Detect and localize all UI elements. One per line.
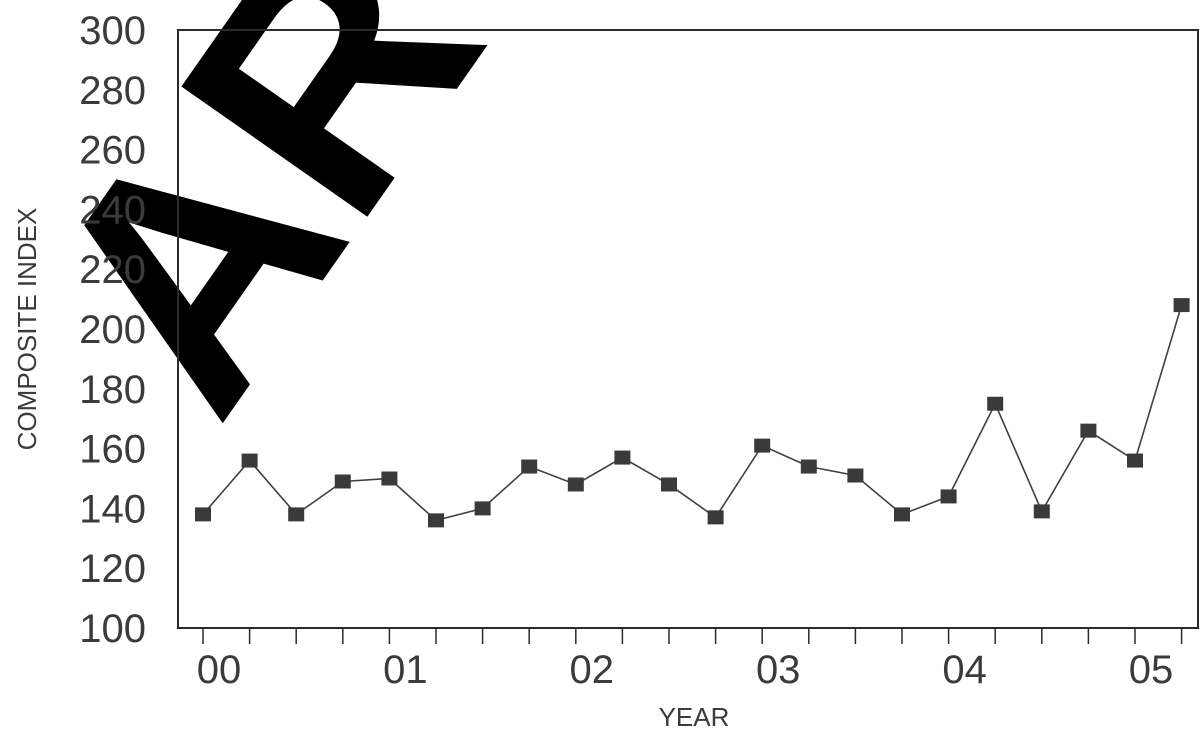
data-point-marker <box>894 507 910 521</box>
y-axis-ticks: 100 120 140 160 180 200 220 240 260 280 300 <box>79 9 146 651</box>
x-tick-label: 00 <box>197 648 242 692</box>
x-tick-label: 04 <box>942 648 987 692</box>
y-tick-label: 160 <box>79 428 146 472</box>
y-tick-label: 260 <box>79 129 146 173</box>
data-point-marker <box>381 472 397 486</box>
y-tick-label: 240 <box>79 188 146 232</box>
data-point-marker <box>754 439 770 453</box>
y-tick-label: 140 <box>79 487 146 531</box>
x-tick-label: 01 <box>383 648 428 692</box>
data-point-marker <box>288 507 304 521</box>
y-tick-label: 100 <box>79 607 146 651</box>
x-tick-label: 05 <box>1129 648 1174 692</box>
y-tick-label: 200 <box>79 308 146 352</box>
data-point-marker <box>987 397 1003 411</box>
data-point-marker <box>242 454 258 468</box>
x-tick-label: 03 <box>756 648 801 692</box>
data-point-marker <box>195 507 211 521</box>
data-point-marker <box>801 460 817 474</box>
data-point-marker <box>475 501 491 515</box>
data-point-marker <box>335 474 351 488</box>
y-axis-title: COMPOSITE INDEX <box>12 208 42 451</box>
y-tick-label: 220 <box>79 248 146 292</box>
data-point-marker <box>661 477 677 491</box>
data-point-marker <box>614 451 630 465</box>
y-tick-label: 280 <box>79 69 146 113</box>
y-tick-label: 120 <box>79 547 146 591</box>
y-tick-label: 180 <box>79 368 146 412</box>
x-tick-label: 02 <box>570 648 615 692</box>
y-tick-label: 300 <box>79 9 146 53</box>
x-axis-title: YEAR <box>659 702 730 732</box>
data-point-marker <box>847 469 863 483</box>
x-axis-ticks <box>203 628 1182 644</box>
data-point-marker <box>521 460 537 474</box>
data-point-marker <box>1127 454 1143 468</box>
data-point-marker <box>568 477 584 491</box>
data-point-marker <box>428 513 444 527</box>
data-point-marker <box>708 510 724 524</box>
data-point-marker <box>1034 504 1050 518</box>
x-axis-tick-labels: 00 01 02 03 04 05 <box>197 648 1174 692</box>
data-point-marker <box>1174 298 1190 312</box>
data-point-marker <box>1080 424 1096 438</box>
data-point-marker <box>941 489 957 503</box>
